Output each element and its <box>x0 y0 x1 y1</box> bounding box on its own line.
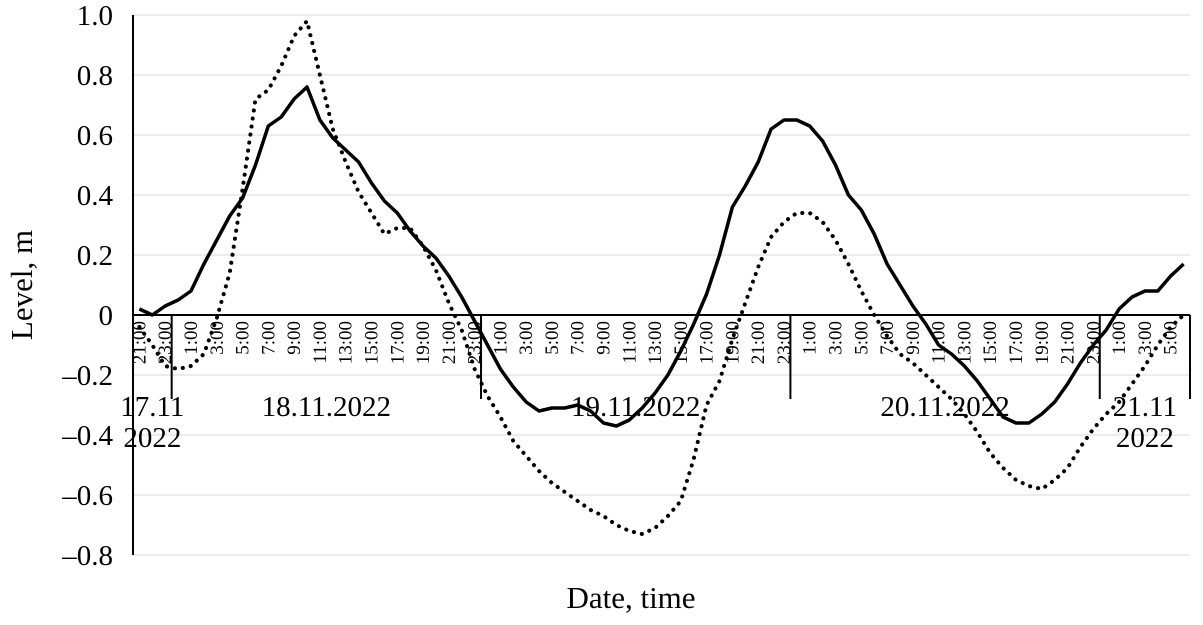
y-tick-label: 0.8 <box>77 60 113 92</box>
x-tick-label: 3:00 <box>826 321 847 355</box>
x-tick-label: 9:00 <box>284 321 305 355</box>
x-tick-label: 1:00 <box>1109 321 1130 355</box>
series-line-solid <box>138 85 1185 428</box>
y-tick-label: 0.4 <box>77 180 114 212</box>
x-tick-label: 7:00 <box>568 321 589 355</box>
x-tick-label: 9:00 <box>903 321 924 355</box>
series-line-dotted <box>137 19 1186 536</box>
date-label: 20.11.2022 <box>880 391 1009 423</box>
x-tick-label: 21:00 <box>129 321 150 364</box>
x-tick-label: 5:00 <box>851 321 872 355</box>
x-tick-label: 1:00 <box>490 321 511 355</box>
x-tick-label: 7:00 <box>258 321 279 355</box>
gridlines <box>133 14 1190 556</box>
x-axis-title: Date, time <box>566 580 695 615</box>
y-tick-label: –0.6 <box>61 480 113 512</box>
y-tick-label: 0.6 <box>77 120 113 152</box>
x-tick-label: 21:00 <box>439 321 460 364</box>
date-label: 2022 <box>123 422 181 454</box>
x-tick-label: 1:00 <box>800 321 821 355</box>
y-tick-label: 0 <box>99 300 114 332</box>
x-tick-label: 1:00 <box>181 321 202 355</box>
x-tick-label: 13:00 <box>645 321 666 364</box>
x-tick-label: 15:00 <box>671 321 692 364</box>
y-axis-ticks: 1.0 0.8 0.6 0.4 0.2 0 –0.2 –0.4 –0.6 –0.8 <box>61 0 113 572</box>
x-tick-label: 15:00 <box>361 321 382 364</box>
x-tick-label: 3:00 <box>1135 321 1156 355</box>
x-tick-label: 5:00 <box>542 321 563 355</box>
x-tick-label: 13:00 <box>954 321 975 364</box>
date-label: 2022 <box>1116 422 1174 454</box>
x-tick-label: 19:00 <box>413 321 434 364</box>
date-label: 18.11.2022 <box>262 391 391 423</box>
x-tick-label: 9:00 <box>593 321 614 355</box>
x-tick-label: 5:00 <box>1161 321 1182 355</box>
x-tick-label: 17:00 <box>387 321 408 364</box>
x-tick-label: 3:00 <box>516 321 537 355</box>
x-tick-label: 11:00 <box>929 321 950 364</box>
x-tick-label: 17:00 <box>1006 321 1027 364</box>
x-tick-label: 11:00 <box>619 321 640 364</box>
x-tick-label: 21:00 <box>748 321 769 364</box>
x-tick-label: 5:00 <box>233 321 254 355</box>
y-axis-title: Level, m <box>4 230 39 340</box>
series-lines <box>137 19 1186 536</box>
x-tick-label: 23:00 <box>774 321 795 364</box>
x-tick-label: 11:00 <box>310 321 331 364</box>
y-tick-label: 1.0 <box>77 0 113 32</box>
y-tick-label: 0.2 <box>77 240 113 272</box>
y-tick-label: –0.4 <box>61 420 113 452</box>
date-label: 19.11.2022 <box>571 391 700 423</box>
x-tick-label: 13:00 <box>336 321 357 364</box>
x-tick-label: 21:00 <box>1058 321 1079 364</box>
x-tick-label: 3:00 <box>207 321 228 355</box>
x-tick-label: 17:00 <box>697 321 718 364</box>
x-tick-label: 23:00 <box>155 321 176 364</box>
x-tick-label: 19:00 <box>1032 321 1053 364</box>
x-tick-label: 15:00 <box>980 321 1001 364</box>
y-tick-label: –0.2 <box>61 360 113 392</box>
y-tick-label: –0.8 <box>61 540 113 572</box>
date-label: 17.11 <box>120 391 184 423</box>
x-tick-label: 23:00 <box>465 321 486 364</box>
